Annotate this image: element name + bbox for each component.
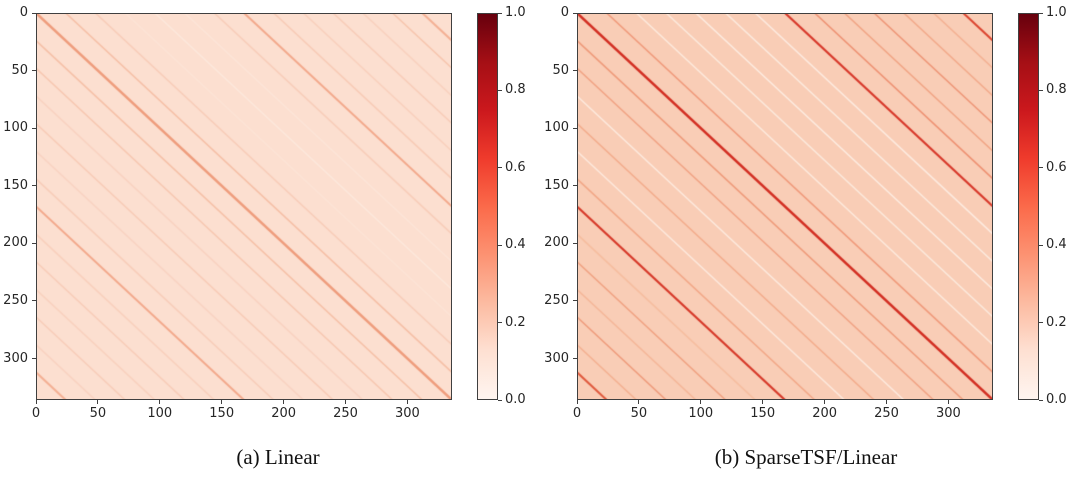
x-tick-mark <box>221 400 223 404</box>
y-tick-mark <box>573 358 577 360</box>
colorbar-tick-mark <box>1039 167 1043 169</box>
y-tick-mark <box>32 70 36 72</box>
colorbar-tick-mark <box>498 12 502 14</box>
y-tick-label: 300 <box>3 350 28 366</box>
caption-b: (b) SparseTSF/Linear <box>714 445 898 469</box>
y-tick-mark <box>573 12 577 14</box>
colorbar-tick-mark <box>1039 322 1043 324</box>
x-tick-label: 200 <box>271 406 297 421</box>
colorbar-tick-label: 0.6 <box>505 159 526 175</box>
x-tick-mark <box>345 400 347 404</box>
y-tick-label: 200 <box>544 235 569 251</box>
x-tick-label: 0 <box>31 406 41 421</box>
y-tick-mark <box>32 300 36 302</box>
y-tick-label: 200 <box>3 235 28 251</box>
colorbar-tick-mark <box>1039 399 1043 401</box>
x-tick-mark <box>762 400 764 404</box>
colorbar-tick-mark <box>498 399 502 401</box>
colorbar-tick-label: 0.8 <box>1046 82 1067 98</box>
y-tick-mark <box>573 185 577 187</box>
colorbar-tick-label: 0.4 <box>505 237 526 253</box>
x-tick-mark <box>35 400 37 404</box>
y-tick-mark <box>573 300 577 302</box>
colorbar-tick-mark <box>498 244 502 246</box>
y-tick-mark <box>32 358 36 360</box>
y-tick-label: 50 <box>11 62 28 78</box>
y-tick-label: 0 <box>560 5 569 20</box>
y-tick-label: 300 <box>544 350 569 366</box>
caption-a: (a) Linear <box>236 445 320 469</box>
x-tick-label: 250 <box>333 406 358 421</box>
colorbar-tick-label: 0.8 <box>505 82 526 98</box>
colorbar-tick-mark <box>1039 12 1043 14</box>
colorbar-a <box>477 13 498 400</box>
x-tick-label: 100 <box>147 406 173 421</box>
y-tick-mark <box>573 127 577 129</box>
colorbar-tick-label: 1.0 <box>1046 5 1067 20</box>
x-tick-mark <box>406 400 408 404</box>
colorbar-tick-label: 0.2 <box>1046 314 1067 330</box>
x-tick-mark <box>947 400 949 404</box>
x-tick-label: 100 <box>688 406 714 421</box>
x-tick-label: 0 <box>572 406 582 421</box>
heatmap-a-canvas <box>36 13 452 400</box>
x-tick-mark <box>576 400 578 404</box>
colorbar-tick-label: 0.4 <box>1046 237 1067 253</box>
x-tick-label: 50 <box>89 406 107 421</box>
x-tick-label: 50 <box>630 406 648 421</box>
y-tick-label: 250 <box>544 292 569 308</box>
colorbar-tick-mark <box>498 89 502 91</box>
y-tick-label: 150 <box>3 177 28 193</box>
y-tick-mark <box>32 185 36 187</box>
x-tick-mark <box>700 400 702 404</box>
x-tick-label: 250 <box>874 406 899 421</box>
x-tick-mark <box>159 400 161 404</box>
x-tick-mark <box>97 400 99 404</box>
y-tick-mark <box>573 242 577 244</box>
colorbar-tick-mark <box>498 322 502 324</box>
x-tick-mark <box>886 400 888 404</box>
x-tick-label: 150 <box>209 406 235 421</box>
y-tick-mark <box>32 12 36 14</box>
y-tick-label: 150 <box>544 177 569 193</box>
x-tick-label: 150 <box>750 406 776 421</box>
y-tick-mark <box>32 127 36 129</box>
colorbar-tick-mark <box>1039 244 1043 246</box>
y-tick-mark <box>573 70 577 72</box>
x-tick-mark <box>283 400 285 404</box>
heatmap-b-canvas <box>577 13 993 400</box>
y-tick-mark <box>32 242 36 244</box>
colorbar-tick-mark <box>498 167 502 169</box>
colorbar-tick-label: 0.0 <box>1046 392 1067 407</box>
colorbar-tick-label: 1.0 <box>505 5 526 20</box>
colorbar-tick-label: 0.6 <box>1046 159 1067 175</box>
x-tick-label: 300 <box>936 406 961 421</box>
colorbar-tick-label: 0.0 <box>505 392 526 407</box>
x-tick-label: 300 <box>395 406 420 421</box>
y-tick-label: 250 <box>3 292 28 308</box>
colorbar-b <box>1018 13 1039 400</box>
y-tick-label: 100 <box>544 120 569 136</box>
colorbar-tick-label: 0.2 <box>505 314 526 330</box>
colorbar-tick-mark <box>1039 89 1043 91</box>
y-tick-label: 50 <box>552 62 569 78</box>
x-tick-mark <box>638 400 640 404</box>
x-tick-mark <box>824 400 826 404</box>
y-tick-label: 0 <box>19 5 28 20</box>
x-tick-label: 200 <box>812 406 838 421</box>
y-tick-label: 100 <box>3 120 28 136</box>
